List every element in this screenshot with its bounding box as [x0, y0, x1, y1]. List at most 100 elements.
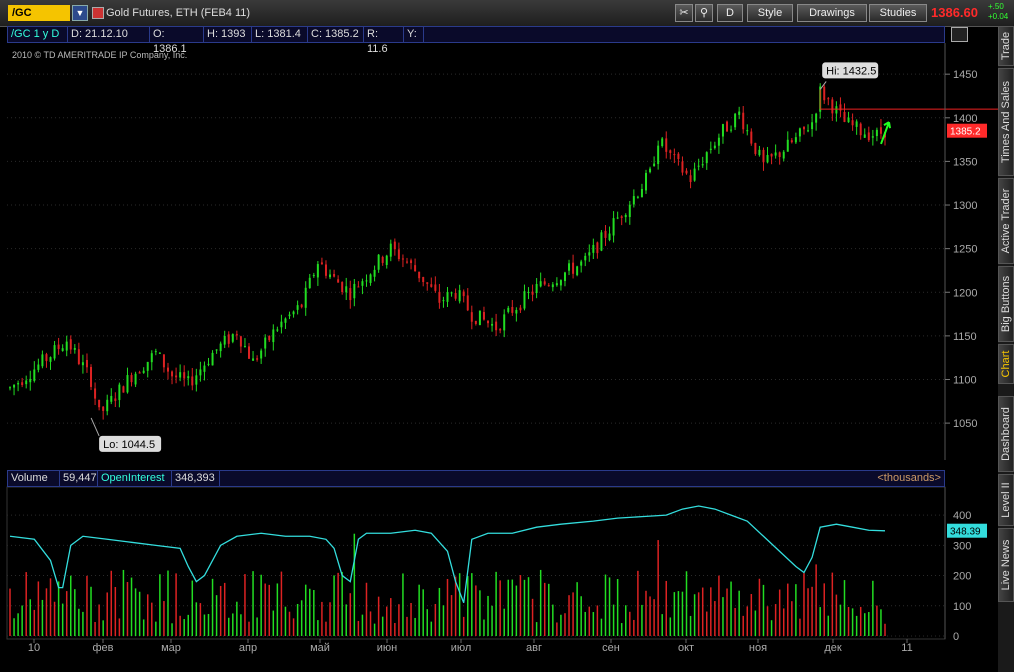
last-price: 1386.60: [931, 5, 978, 20]
drawings-button[interactable]: Drawings: [797, 4, 867, 22]
candle-body: [45, 354, 48, 362]
link-tool-icon[interactable]: ⚲: [695, 4, 713, 22]
high-pointer: [819, 81, 827, 90]
candle-body: [620, 216, 623, 218]
tab-times-and-sales[interactable]: Times And Sales: [998, 68, 1014, 176]
candle-body: [515, 309, 518, 314]
symbol-dropdown-icon[interactable]: ▼: [72, 5, 88, 21]
candle-body: [847, 117, 850, 123]
candle-body: [851, 120, 854, 126]
price-grid: [7, 73, 945, 424]
candle-body: [162, 354, 165, 368]
candle-body: [859, 123, 862, 136]
candle-body: [69, 339, 72, 350]
candle-body: [337, 279, 340, 283]
candle-body: [754, 142, 757, 154]
studies-button[interactable]: Studies: [869, 4, 927, 22]
tab-big-buttons[interactable]: Big Buttons: [998, 266, 1014, 342]
candle-body: [482, 312, 485, 320]
candle-body: [863, 134, 866, 138]
candle-body: [260, 350, 263, 359]
crosshair-tool-icon[interactable]: ✂: [675, 4, 693, 22]
candle-body: [171, 371, 174, 377]
tab-active-trader[interactable]: Active Trader: [998, 178, 1014, 264]
volume-grid: [6, 486, 946, 640]
toolbar: /GC ▼ Gold Futures, ETH (FEB4 11) ✂ ⚲ D …: [0, 0, 1014, 27]
y-value: Y:: [404, 27, 424, 42]
style-button[interactable]: Style: [747, 4, 793, 22]
high-value: H: 1393: [204, 27, 252, 42]
candle-body: [142, 370, 145, 373]
candle-body: [223, 336, 226, 345]
volume-bars: [9, 533, 886, 636]
price-axis: 1050 1100 1150 1200 1250 1300 1350 1400 1450 1385…: [944, 43, 987, 460]
candle-body: [430, 284, 433, 287]
candle-body: [677, 153, 680, 160]
candle-body: [568, 263, 571, 271]
candle-body: [146, 361, 149, 371]
candle-body: [774, 152, 777, 156]
candle-body: [94, 388, 97, 399]
symbol-input[interactable]: /GC: [8, 5, 70, 21]
copyright-text: 2010 © TD AMERITRADE IP Company, Inc.: [12, 50, 188, 60]
candle-body: [98, 399, 101, 408]
candle-body: [807, 130, 810, 132]
tab-active-trader-label: Active Trader: [1000, 188, 1012, 254]
candle-body: [166, 367, 169, 372]
candle-body: [203, 365, 206, 372]
candle-body: [207, 363, 210, 365]
candle-body: [697, 165, 700, 167]
candle-body: [284, 318, 287, 323]
tab-dashboard[interactable]: Dashboard: [998, 396, 1014, 472]
candle-body: [786, 139, 789, 152]
chart-settings-icon[interactable]: [951, 27, 968, 42]
candle-body: [446, 291, 449, 302]
candle-body: [272, 329, 275, 343]
candle-body: [734, 113, 737, 128]
candle-body: [843, 111, 846, 123]
candle-body: [288, 314, 291, 317]
candle-body: [551, 284, 554, 288]
time-tick-label: апр: [239, 642, 257, 654]
candle-body: [576, 266, 579, 276]
candle-body: [422, 277, 425, 282]
candle-body: [584, 255, 587, 261]
tab-live-news[interactable]: Live News: [998, 528, 1014, 602]
candle-body: [373, 269, 376, 277]
candle-body: [798, 128, 801, 137]
candle-body: [470, 312, 473, 322]
open-interest-tag: [947, 523, 987, 538]
open-interest-label: OpenInterest: [98, 471, 172, 486]
candle-body: [632, 196, 635, 205]
high-label-box: [822, 62, 879, 79]
drawings-label: Drawings: [809, 7, 855, 19]
price-tick-label: 1250: [953, 244, 977, 256]
candle-body: [426, 282, 429, 284]
candle-body: [138, 372, 141, 374]
volume-tick-label: 100: [953, 601, 971, 613]
tab-level-ii[interactable]: Level II: [998, 474, 1014, 526]
candle-body: [543, 281, 546, 285]
flag-icon[interactable]: [92, 7, 104, 19]
candle-body: [397, 249, 400, 260]
volume-axis: 0 100 200 300 400 348.39: [944, 487, 987, 643]
candle-body: [487, 320, 490, 324]
candle-body: [689, 175, 692, 183]
candle-body: [819, 86, 822, 112]
candle-body: [616, 217, 619, 219]
price-tick-label: 1350: [953, 156, 977, 168]
candle-body: [495, 321, 498, 331]
period-button[interactable]: D: [717, 4, 743, 22]
tab-trade[interactable]: Trade: [998, 26, 1014, 66]
chart-label[interactable]: /GC 1 y D: [8, 27, 68, 42]
candle-body: [572, 262, 575, 274]
candle-body: [17, 383, 20, 385]
time-axis: 10 фев мар апр май июн июл авг сен окт ноя дек 11: [28, 639, 913, 654]
candle-body: [150, 353, 153, 363]
candle-body: [592, 244, 595, 253]
tab-chart[interactable]: Chart: [998, 344, 1014, 384]
candle-body: [256, 358, 259, 360]
time-tick-label: дек: [824, 642, 842, 654]
candle-body: [802, 126, 805, 130]
